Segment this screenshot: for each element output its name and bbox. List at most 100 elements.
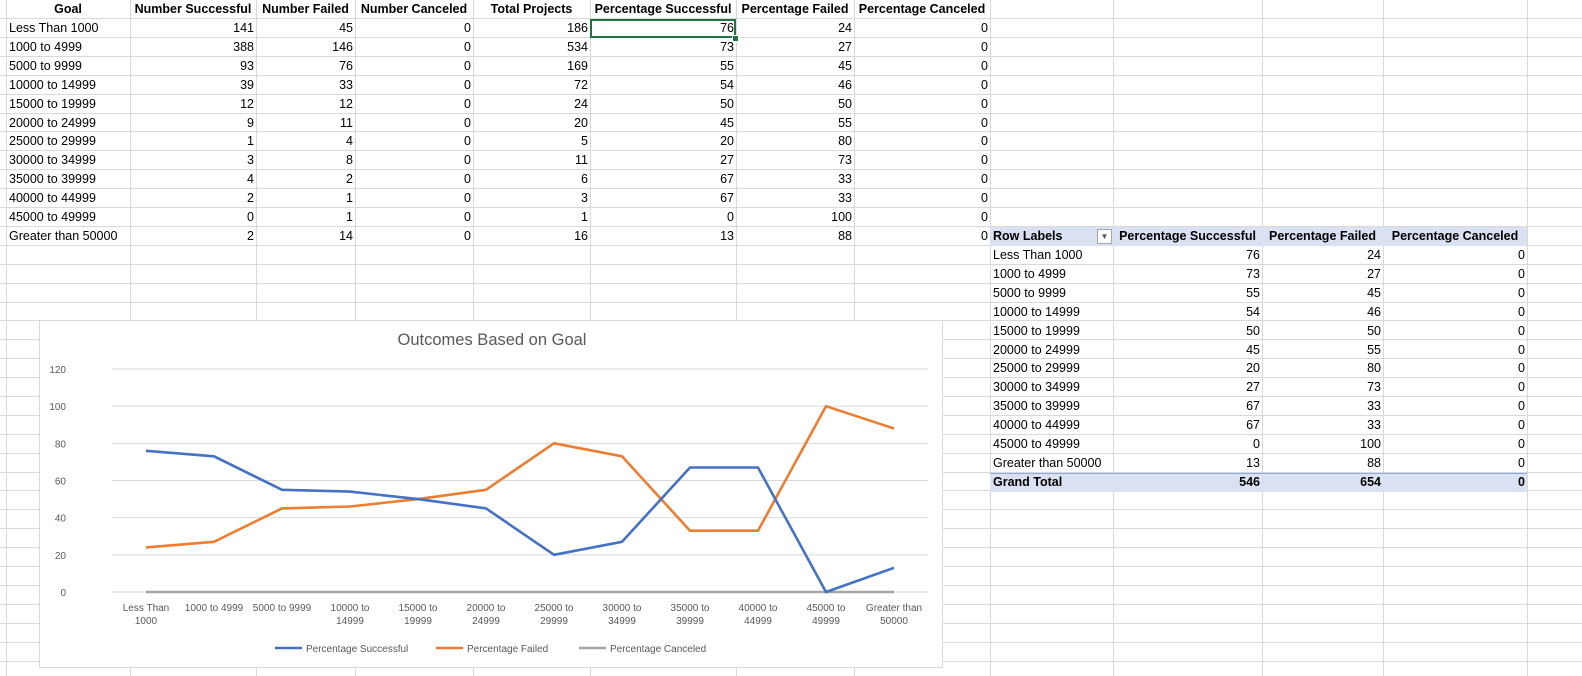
- cell-goal[interactable]: 1000 to 4999: [9, 40, 82, 54]
- cell-number-canceled[interactable]: 0: [464, 116, 471, 130]
- cell-number-successful[interactable]: 3: [247, 153, 254, 167]
- cell-percentage-canceled[interactable]: 0: [981, 59, 988, 73]
- cell-total-projects[interactable]: 16: [574, 229, 588, 243]
- cell-percentage-canceled[interactable]: 0: [981, 116, 988, 130]
- cell-percentage-failed[interactable]: 73: [838, 153, 852, 167]
- pivot-cell-percentage-failed[interactable]: 45: [1367, 286, 1381, 300]
- cell-percentage-canceled[interactable]: 0: [981, 21, 988, 35]
- pivot-cell-percentage-canceled[interactable]: 0: [1518, 456, 1525, 470]
- cell-percentage-failed[interactable]: 50: [838, 97, 852, 111]
- pivot-grand-total-failed[interactable]: 654: [1360, 475, 1381, 489]
- cell-goal[interactable]: Greater than 50000: [9, 229, 118, 243]
- pivot-row-label[interactable]: 45000 to 49999: [993, 437, 1080, 451]
- cell-number-canceled[interactable]: 0: [464, 21, 471, 35]
- cell-percentage-successful[interactable]: 27: [720, 153, 734, 167]
- cell-percentage-failed[interactable]: 80: [838, 134, 852, 148]
- cell-percentage-failed[interactable]: 24: [838, 21, 852, 35]
- cell-percentage-canceled[interactable]: 0: [981, 210, 988, 224]
- pivot-cell-percentage-canceled[interactable]: 0: [1518, 380, 1525, 394]
- cell-number-failed[interactable]: 12: [339, 97, 353, 111]
- cell-number-failed[interactable]: 11: [340, 116, 353, 130]
- cell-total-projects[interactable]: 5: [581, 134, 588, 148]
- cell-number-successful[interactable]: 4: [247, 172, 254, 186]
- pivot-cell-percentage-canceled[interactable]: 0: [1518, 286, 1525, 300]
- cell-number-successful[interactable]: 0: [247, 210, 254, 224]
- cell-number-successful[interactable]: 12: [240, 97, 254, 111]
- pivot-cell-percentage-canceled[interactable]: 0: [1518, 267, 1525, 281]
- cell-percentage-successful[interactable]: 0: [727, 210, 734, 224]
- pivot-cell-percentage-successful[interactable]: 13: [1246, 456, 1260, 470]
- cell-total-projects[interactable]: 11: [575, 153, 588, 167]
- cell-number-failed[interactable]: 2: [346, 172, 353, 186]
- cell-total-projects[interactable]: 6: [581, 172, 588, 186]
- cell-number-canceled[interactable]: 0: [464, 134, 471, 148]
- cell-number-successful[interactable]: 39: [240, 78, 254, 92]
- pivot-cell-percentage-successful[interactable]: 27: [1246, 380, 1260, 394]
- cell-number-canceled[interactable]: 0: [464, 153, 471, 167]
- cell-number-successful[interactable]: 1: [247, 134, 254, 148]
- pivot-cell-percentage-canceled[interactable]: 0: [1518, 418, 1525, 432]
- pivot-cell-percentage-failed[interactable]: 46: [1367, 305, 1381, 319]
- cell-percentage-successful[interactable]: 20: [720, 134, 734, 148]
- cell-percentage-successful[interactable]: 54: [720, 78, 734, 92]
- cell-number-failed[interactable]: 146: [332, 40, 353, 54]
- cell-total-projects[interactable]: 72: [574, 78, 588, 92]
- header-goal[interactable]: Goal: [54, 2, 82, 16]
- cell-number-failed[interactable]: 14: [339, 229, 353, 243]
- cell-percentage-successful[interactable]: 13: [720, 229, 734, 243]
- cell-total-projects[interactable]: 169: [567, 59, 588, 73]
- pivot-grand-total-canceled[interactable]: 0: [1518, 475, 1525, 489]
- cell-goal[interactable]: 35000 to 39999: [9, 172, 96, 186]
- cell-number-canceled[interactable]: 0: [464, 229, 471, 243]
- cell-number-canceled[interactable]: 0: [464, 172, 471, 186]
- cell-number-failed[interactable]: 8: [346, 153, 353, 167]
- cell-goal[interactable]: 5000 to 9999: [9, 59, 82, 73]
- cell-percentage-canceled[interactable]: 0: [981, 191, 988, 205]
- cell-total-projects[interactable]: 186: [567, 21, 588, 35]
- cell-percentage-successful[interactable]: 67: [720, 172, 734, 186]
- pivot-cell-percentage-failed[interactable]: 55: [1367, 343, 1381, 357]
- cell-number-canceled[interactable]: 0: [464, 97, 471, 111]
- pivot-row-label[interactable]: 5000 to 9999: [993, 286, 1066, 300]
- cell-percentage-canceled[interactable]: 0: [981, 134, 988, 148]
- pivot-header-percentage-failed[interactable]: Percentage Failed: [1269, 229, 1376, 243]
- header-total-projects[interactable]: Total Projects: [490, 2, 573, 16]
- cell-percentage-successful[interactable]: 67: [720, 191, 734, 205]
- pivot-cell-percentage-failed[interactable]: 27: [1367, 267, 1381, 281]
- cell-percentage-canceled[interactable]: 0: [981, 97, 988, 111]
- pivot-row-label[interactable]: Less Than 1000: [993, 248, 1083, 262]
- pivot-cell-percentage-canceled[interactable]: 0: [1518, 361, 1525, 375]
- pivot-cell-percentage-successful[interactable]: 50: [1246, 324, 1260, 338]
- selection-fill-handle[interactable]: [732, 35, 739, 42]
- cell-total-projects[interactable]: 1: [581, 210, 588, 224]
- pivot-row-label[interactable]: 25000 to 29999: [993, 361, 1080, 375]
- cell-goal[interactable]: 45000 to 49999: [9, 210, 96, 224]
- pivot-grand-total-label[interactable]: Grand Total: [993, 475, 1063, 489]
- pivot-row-label[interactable]: 1000 to 4999: [993, 267, 1066, 281]
- pivot-row-label[interactable]: 20000 to 24999: [993, 343, 1080, 357]
- cell-percentage-canceled[interactable]: 0: [981, 229, 988, 243]
- cell-goal[interactable]: 40000 to 44999: [9, 191, 96, 205]
- pivot-cell-percentage-successful[interactable]: 67: [1246, 418, 1260, 432]
- pivot-cell-percentage-successful[interactable]: 67: [1246, 399, 1260, 413]
- header-number-failed[interactable]: Number Failed: [262, 2, 349, 16]
- cell-total-projects[interactable]: 24: [574, 97, 588, 111]
- pivot-cell-percentage-successful[interactable]: 0: [1253, 437, 1260, 451]
- pivot-cell-percentage-failed[interactable]: 24: [1367, 248, 1381, 262]
- pivot-cell-percentage-failed[interactable]: 33: [1367, 399, 1381, 413]
- cell-number-failed[interactable]: 76: [339, 59, 353, 73]
- cell-number-failed[interactable]: 4: [346, 134, 353, 148]
- pivot-cell-percentage-canceled[interactable]: 0: [1518, 437, 1525, 451]
- pivot-cell-percentage-canceled[interactable]: 0: [1518, 343, 1525, 357]
- pivot-row-label[interactable]: 40000 to 44999: [993, 418, 1080, 432]
- cell-percentage-successful[interactable]: 50: [720, 97, 734, 111]
- pivot-cell-percentage-successful[interactable]: 73: [1246, 267, 1260, 281]
- pivot-row-label[interactable]: 30000 to 34999: [993, 380, 1080, 394]
- cell-percentage-successful[interactable]: 55: [720, 59, 734, 73]
- cell-percentage-canceled[interactable]: 0: [981, 172, 988, 186]
- pivot-cell-percentage-canceled[interactable]: 0: [1518, 324, 1525, 338]
- pivot-header-percentage-successful[interactable]: Percentage Successful: [1119, 229, 1256, 243]
- cell-percentage-successful[interactable]: 76: [590, 19, 736, 38]
- header-number-canceled[interactable]: Number Canceled: [360, 2, 468, 16]
- cell-total-projects[interactable]: 3: [581, 191, 588, 205]
